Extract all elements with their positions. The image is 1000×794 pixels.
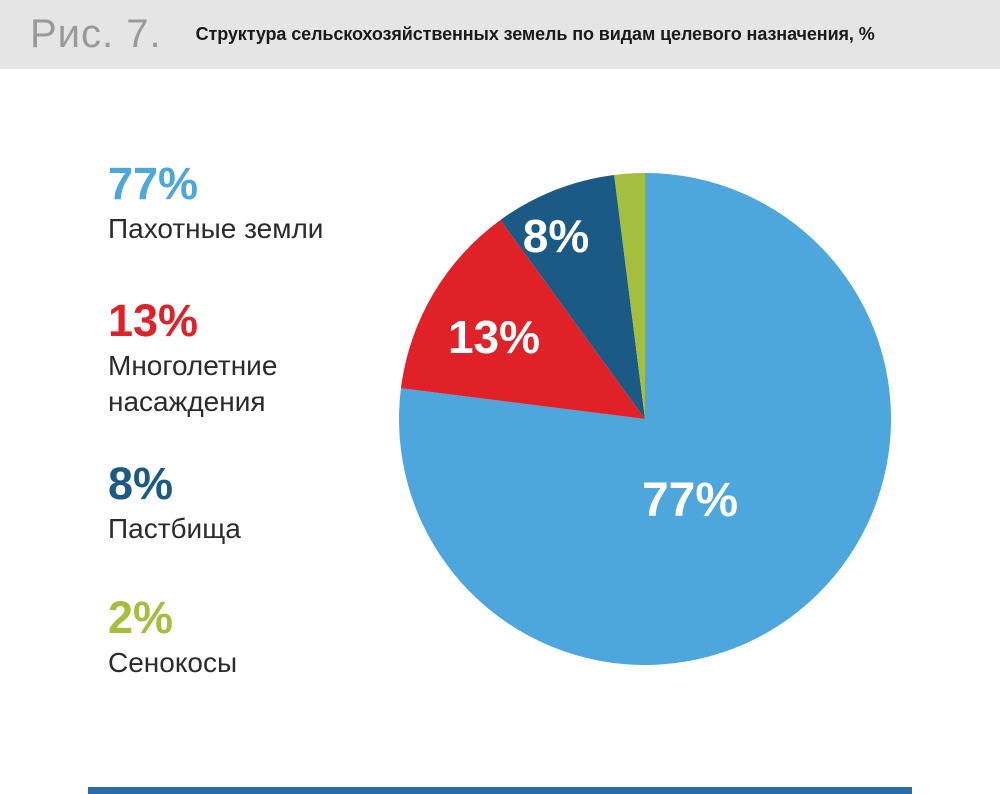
legend-label: Сенокосы (108, 647, 238, 678)
pie-slice-4 (614, 173, 645, 419)
figure-title: Структура сельскохозяйственных земель по… (195, 24, 875, 44)
legend-value: 77% (108, 158, 199, 209)
pie-slice-label-1: 77% (642, 474, 738, 527)
legend: 77% Пахотные земли 13% Многолетние насажден… (108, 161, 343, 681)
legend-item-2: 13% Многолетние насаждения (108, 298, 343, 420)
pie-slice-1 (399, 172, 892, 665)
legend-label: Пахотные земли (108, 213, 324, 244)
legend-item-3: 8% Пастбища (108, 461, 343, 547)
pie-slice-3 (500, 174, 645, 419)
figure-number: Рис. 7. (30, 12, 162, 56)
pie-slice-label-3: 8% (523, 210, 589, 262)
legend-value: 13% (108, 295, 199, 346)
legend-value: 2% (108, 592, 174, 643)
legend-item-4: 2% Сенокосы (108, 595, 343, 681)
legend-label: Пастбища (108, 513, 241, 544)
pie-slice-2 (400, 219, 645, 419)
legend-value: 8% (108, 458, 174, 509)
legend-label: Многолетние насаждения (108, 350, 278, 417)
pie-slice-label-2: 13% (448, 311, 540, 363)
footer-accent-bar (88, 787, 912, 794)
legend-item-1: 77% Пахотные земли (108, 161, 343, 247)
figure-header-banner: Рис. 7. Структура сельскохозяйственных з… (0, 0, 1000, 69)
